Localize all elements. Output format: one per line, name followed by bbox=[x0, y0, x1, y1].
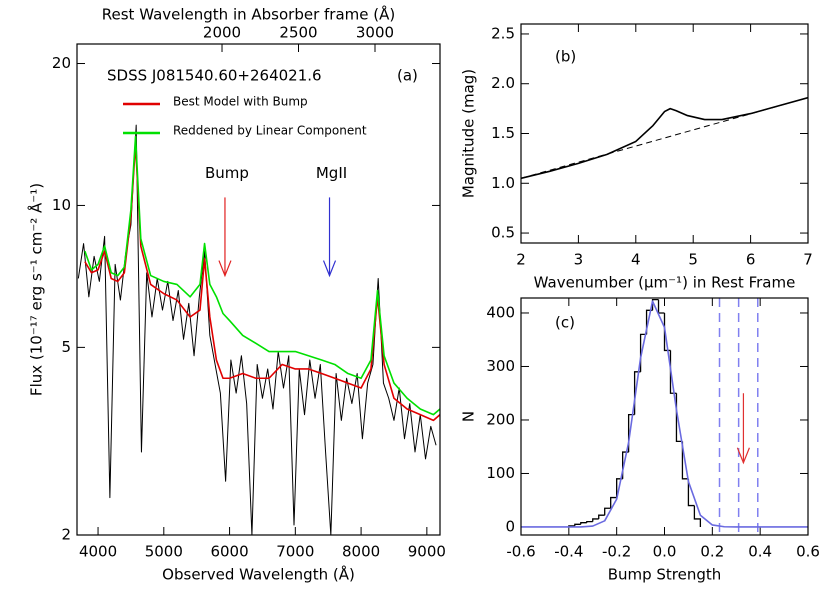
annotation-label: Bump bbox=[205, 164, 249, 182]
x-tick-label: 5000 bbox=[145, 543, 183, 561]
x-tick-label: 0.0 bbox=[653, 543, 677, 561]
histogram-bin bbox=[580, 522, 587, 525]
x-tick-label: 9000 bbox=[408, 543, 446, 561]
x-tick-label: -0.6 bbox=[506, 543, 535, 561]
x-tick-label: 2 bbox=[516, 251, 526, 269]
x2-tick-label: 3000 bbox=[356, 24, 394, 42]
histogram-bin bbox=[610, 496, 617, 509]
histogram-bin bbox=[693, 505, 702, 527]
x-tick-label: 6 bbox=[746, 251, 756, 269]
y-tick-label: 200 bbox=[486, 410, 515, 428]
x-tick-label: 6000 bbox=[210, 543, 248, 561]
histogram-bin bbox=[657, 299, 665, 314]
y-tick-label: 100 bbox=[486, 464, 515, 482]
series-line bbox=[521, 300, 808, 528]
arrow-head bbox=[736, 447, 750, 465]
y-tick-label: 0.5 bbox=[491, 224, 515, 242]
y-tick-label: 300 bbox=[486, 357, 515, 375]
y-axis-label: Magnitude (mag) bbox=[460, 69, 478, 198]
histogram-bin bbox=[681, 441, 689, 480]
panel-label: (b) bbox=[555, 48, 576, 66]
y-tick-label: 2.5 bbox=[491, 24, 515, 42]
panel-label: (a) bbox=[397, 67, 418, 85]
series-line bbox=[521, 96, 808, 180]
panel-text: SDSS J081540.60+264021.6 bbox=[107, 67, 322, 85]
x-tick-label: 8000 bbox=[342, 543, 380, 561]
histogram-bin bbox=[586, 520, 593, 523]
x-tick-label: 5 bbox=[688, 251, 698, 269]
x-tick-label: 7000 bbox=[276, 543, 314, 561]
plot-frame bbox=[520, 297, 809, 536]
x-axis-label: Observed Wavelength (Å) bbox=[162, 565, 355, 584]
legend-label: Best Model with Bump bbox=[173, 95, 308, 109]
x-tick-label: 3 bbox=[574, 251, 584, 269]
plot-frame bbox=[76, 43, 441, 536]
x-tick-label: -0.2 bbox=[602, 543, 631, 561]
y-tick-label: 10 bbox=[52, 196, 71, 214]
y-axis-label: Flux (10⁻¹⁷ erg s⁻¹ cm⁻² Å⁻¹) bbox=[27, 183, 46, 396]
histogram-bin bbox=[604, 507, 611, 516]
y-tick-label: 2.0 bbox=[491, 74, 515, 92]
x-tick-label: 0.4 bbox=[748, 543, 772, 561]
series-line bbox=[521, 97, 808, 179]
y-tick-label: 2 bbox=[61, 526, 71, 544]
y-tick-label: 0 bbox=[505, 517, 515, 535]
histogram-bin bbox=[687, 478, 695, 507]
histogram-bin bbox=[598, 514, 605, 519]
x-axis-label: Wavenumber (μm⁻¹) in Rest Frame bbox=[534, 274, 796, 292]
x-tick-label: 0.2 bbox=[700, 543, 724, 561]
x2-axis-label: Rest Wavelength in Absorber frame (Å) bbox=[102, 5, 395, 24]
legend-label: Reddened by Linear Component bbox=[173, 124, 367, 138]
plot-frame bbox=[520, 23, 809, 244]
y-tick-label: 5 bbox=[61, 338, 71, 356]
arrow-head bbox=[322, 260, 337, 278]
series-line bbox=[84, 135, 440, 416]
histogram-bin bbox=[574, 523, 581, 526]
arrow-head bbox=[218, 260, 232, 278]
x-tick-label: 4 bbox=[631, 251, 641, 269]
x-tick-label: 0.6 bbox=[796, 543, 820, 561]
x-tick-label: 4000 bbox=[79, 543, 117, 561]
y-tick-label: 20 bbox=[52, 54, 71, 72]
x-tick-label: 7 bbox=[803, 251, 813, 269]
x2-tick-label: 2500 bbox=[279, 24, 317, 42]
histogram-bin bbox=[651, 298, 659, 311]
x-axis-label: Bump Strength bbox=[608, 566, 722, 584]
histogram-bin bbox=[592, 518, 599, 522]
y-tick-label: 400 bbox=[486, 303, 515, 321]
y-axis-label: N bbox=[460, 411, 478, 422]
annotation-label: MgII bbox=[316, 164, 347, 182]
panel-label: (c) bbox=[555, 314, 575, 332]
x-tick-label: -0.4 bbox=[554, 543, 583, 561]
y-tick-label: 1.0 bbox=[491, 174, 515, 192]
y-tick-label: 1.5 bbox=[491, 124, 515, 142]
x2-tick-label: 2000 bbox=[203, 24, 241, 42]
